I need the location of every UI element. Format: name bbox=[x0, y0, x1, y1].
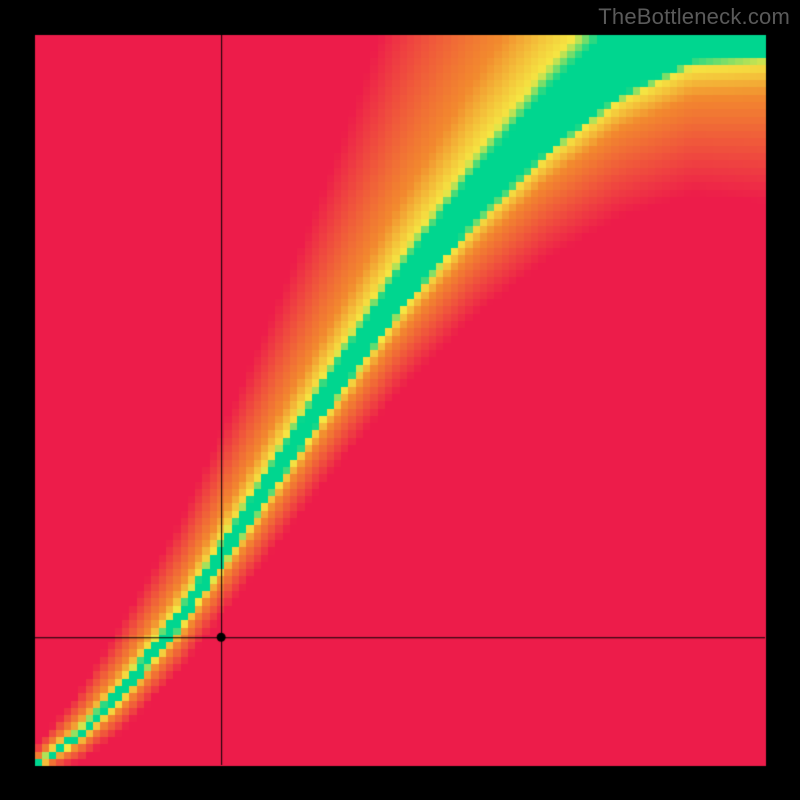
watermark-text: TheBottleneck.com bbox=[598, 4, 790, 30]
heatmap-canvas bbox=[0, 0, 800, 800]
chart-container: TheBottleneck.com bbox=[0, 0, 800, 800]
